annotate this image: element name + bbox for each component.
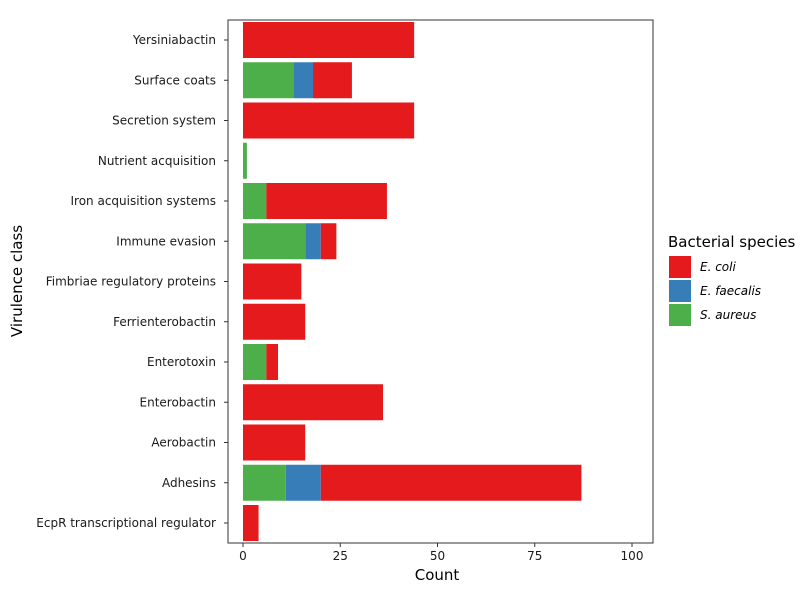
- legend-key-e-coli: [669, 256, 691, 278]
- x-tick-label: 50: [430, 549, 445, 563]
- legend-key-e-faecalis: [669, 280, 691, 302]
- bar-surface-coats-e-coli: [313, 62, 352, 99]
- bar-iron-acquisition-systems-s-aureus: [243, 183, 267, 219]
- bar-surface-coats-s-aureus: [243, 62, 294, 99]
- y-tick-label: Iron acquisition systems: [71, 194, 217, 208]
- bar-fimbriae-regulatory-proteins-e-coli: [243, 263, 302, 300]
- y-tick-label: Adhesins: [162, 476, 216, 490]
- bar-immune-evasion-s-aureus: [243, 223, 306, 260]
- bar-yersiniabactin-e-coli: [243, 22, 415, 58]
- legend-title: Bacterial species: [668, 233, 796, 251]
- y-tick-label: Yersiniabactin: [132, 33, 216, 47]
- legend-label-e-faecalis: E. faecalis: [700, 284, 761, 298]
- x-axis: 0 25 50 75 100: [239, 543, 643, 563]
- bar-surface-coats-e-faecalis: [293, 62, 314, 99]
- y-tick-label: Ferrienterobactin: [113, 315, 216, 329]
- y-tick-label: Immune evasion: [116, 234, 216, 248]
- bar-adhesins-s-aureus: [243, 464, 286, 501]
- x-tick-label: 75: [527, 549, 542, 563]
- x-axis-title: Count: [415, 566, 460, 584]
- bar-adhesins-e-coli: [320, 464, 582, 501]
- y-tick-label: Nutrient acquisition: [98, 154, 216, 168]
- bar-adhesins-e-faecalis: [285, 464, 321, 501]
- bar-immune-evasion-e-coli: [320, 223, 337, 260]
- y-tick-label: Enterotoxin: [147, 355, 216, 369]
- bar-enterobactin-e-coli: [243, 384, 384, 421]
- y-tick-label: EcpR transcriptional regulator: [36, 516, 216, 530]
- y-axis-title: Virulence class: [8, 225, 26, 337]
- x-tick-label: 25: [333, 549, 348, 563]
- x-tick-label: 100: [621, 549, 644, 563]
- bar-enterotoxin-s-aureus: [243, 344, 267, 380]
- legend-label-e-coli: E. coli: [700, 260, 736, 274]
- bar-iron-acquisition-systems-e-coli: [266, 183, 387, 219]
- y-tick-label: Surface coats: [134, 73, 216, 87]
- bar-enterotoxin-e-coli: [266, 344, 279, 380]
- y-axis: Yersiniabactin Surface coats Secretion sys…: [36, 33, 228, 530]
- bar-immune-evasion-e-faecalis: [305, 223, 321, 260]
- x-tick-label: 0: [239, 549, 247, 563]
- y-tick-label: Secretion system: [112, 114, 216, 128]
- legend-label-s-aureus: S. aureus: [700, 308, 756, 322]
- legend-key-s-aureus: [669, 304, 691, 326]
- legend: Bacterial species E. coli E. faecalis S. a…: [668, 233, 796, 326]
- bar-aerobactin-e-coli: [243, 424, 306, 461]
- bar-ecpr-transcriptional-regulator-e-coli: [243, 505, 259, 541]
- bar-secretion-system-e-coli: [243, 102, 415, 139]
- y-tick-label: Aerobactin: [151, 436, 216, 450]
- bar-ferrienterobactin-e-coli: [243, 303, 306, 340]
- y-tick-label: Enterobactin: [140, 395, 217, 409]
- y-tick-label: Fimbriae regulatory proteins: [46, 275, 216, 289]
- bars-group: [243, 22, 582, 541]
- bar-nutrient-acquisition-s-aureus: [243, 142, 247, 179]
